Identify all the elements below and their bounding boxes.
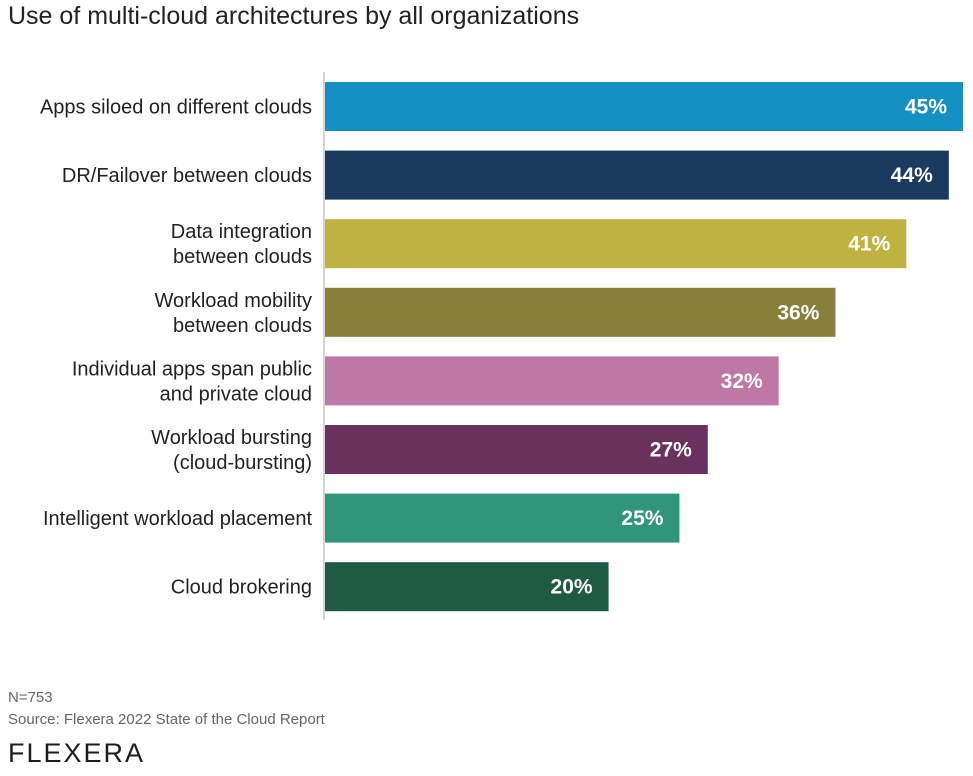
- category-label-8: Cloud brokering: [171, 577, 312, 599]
- chart-title: Use of multi-cloud architectures by all …: [8, 2, 580, 30]
- category-label-5: Individual apps span public and private c…: [72, 358, 312, 405]
- flexera-logo: FLEXERA: [8, 738, 146, 768]
- value-label-5: 32%: [721, 370, 763, 393]
- bar-chart: 45% Apps siloed on different clouds 44% DR/…: [40, 72, 963, 620]
- value-label-3: 41%: [848, 233, 890, 256]
- value-label-8: 20%: [551, 576, 593, 599]
- value-label-7: 25%: [621, 507, 663, 530]
- category-label-4: Workload mobility between clouds: [155, 290, 312, 337]
- value-label-2: 44%: [891, 164, 933, 187]
- value-label-6: 27%: [650, 439, 692, 462]
- bar-8: [325, 562, 609, 612]
- value-label-4: 36%: [777, 301, 819, 324]
- bars-group: 45% Apps siloed on different clouds 44% DR/…: [40, 82, 963, 612]
- category-label-2: DR/Failover between clouds: [62, 165, 312, 187]
- bar-1: [325, 82, 963, 131]
- sample-size-note: N=753: [8, 689, 53, 706]
- category-label-3: Data integration between clouds: [171, 221, 312, 268]
- bar-6: [325, 425, 708, 474]
- value-label-1: 45%: [905, 96, 947, 119]
- source-note: Source: Flexera 2022 State of the Cloud …: [8, 711, 325, 728]
- bar-3: [325, 219, 907, 269]
- bar-4: [325, 287, 836, 337]
- category-label-1: Apps siloed on different clouds: [40, 97, 312, 119]
- bar-2: [325, 150, 949, 200]
- category-label-6: Workload bursting (cloud-bursting): [151, 427, 312, 474]
- category-label-7: Intelligent workload placement: [43, 508, 312, 530]
- bar-7: [325, 493, 680, 543]
- bar-5: [325, 356, 779, 406]
